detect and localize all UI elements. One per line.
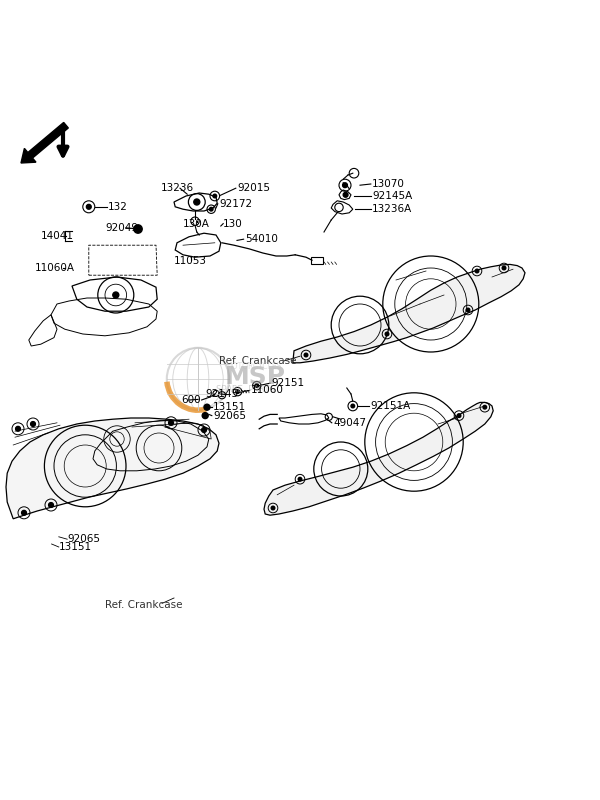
Circle shape	[236, 390, 239, 394]
Text: 54010: 54010	[245, 234, 278, 244]
Circle shape	[204, 404, 210, 410]
Text: 132: 132	[108, 202, 128, 212]
Text: 13070: 13070	[372, 179, 405, 189]
Text: 13236A: 13236A	[372, 204, 412, 214]
Text: 130: 130	[223, 218, 243, 229]
Text: 13151: 13151	[213, 402, 246, 412]
Circle shape	[304, 354, 308, 357]
Text: 92145: 92145	[205, 389, 238, 399]
Text: Ref. Crankcase: Ref. Crankcase	[219, 356, 296, 366]
Text: SPARE PARTS: SPARE PARTS	[216, 386, 275, 394]
Circle shape	[16, 426, 20, 431]
Text: 92151: 92151	[271, 378, 304, 388]
Text: 14041: 14041	[41, 231, 74, 242]
Text: MOTORCYCLES: MOTORCYCLES	[225, 362, 281, 371]
Text: 92065: 92065	[213, 410, 246, 421]
Text: Ref. Crankcase: Ref. Crankcase	[105, 600, 182, 610]
Text: 92151A: 92151A	[371, 401, 411, 411]
Polygon shape	[293, 265, 525, 362]
Text: 11060: 11060	[251, 386, 284, 395]
Text: 600: 600	[181, 395, 201, 405]
Circle shape	[202, 413, 208, 418]
Circle shape	[113, 292, 119, 298]
Circle shape	[209, 207, 213, 211]
Circle shape	[298, 478, 302, 481]
Text: 92172: 92172	[219, 198, 252, 209]
Bar	[311, 258, 323, 265]
FancyArrow shape	[21, 122, 68, 163]
Circle shape	[255, 384, 259, 387]
Text: 130A: 130A	[183, 218, 210, 229]
Circle shape	[194, 199, 200, 205]
Text: 49047: 49047	[333, 418, 366, 428]
Text: 13236: 13236	[161, 183, 194, 194]
Circle shape	[466, 308, 470, 312]
Circle shape	[502, 266, 506, 270]
Circle shape	[86, 204, 91, 209]
Circle shape	[49, 502, 53, 507]
Text: 11060A: 11060A	[35, 263, 75, 273]
Circle shape	[483, 406, 487, 409]
Circle shape	[202, 427, 206, 432]
Text: 92145A: 92145A	[372, 191, 412, 201]
Circle shape	[169, 421, 173, 426]
Text: 92049: 92049	[105, 222, 138, 233]
Text: 92015: 92015	[237, 183, 270, 194]
Circle shape	[134, 225, 142, 234]
Circle shape	[22, 510, 26, 515]
Circle shape	[457, 414, 461, 418]
Circle shape	[213, 194, 217, 198]
Text: 11053: 11053	[174, 256, 207, 266]
Circle shape	[385, 332, 389, 336]
Circle shape	[31, 422, 35, 426]
Circle shape	[475, 269, 479, 273]
Polygon shape	[6, 418, 219, 519]
Text: MSP: MSP	[225, 365, 286, 389]
Circle shape	[343, 192, 348, 197]
Text: 92065: 92065	[67, 534, 100, 544]
Text: 13151: 13151	[59, 542, 92, 552]
Circle shape	[351, 404, 355, 408]
Circle shape	[343, 183, 347, 188]
Polygon shape	[264, 402, 493, 515]
Circle shape	[271, 506, 275, 510]
